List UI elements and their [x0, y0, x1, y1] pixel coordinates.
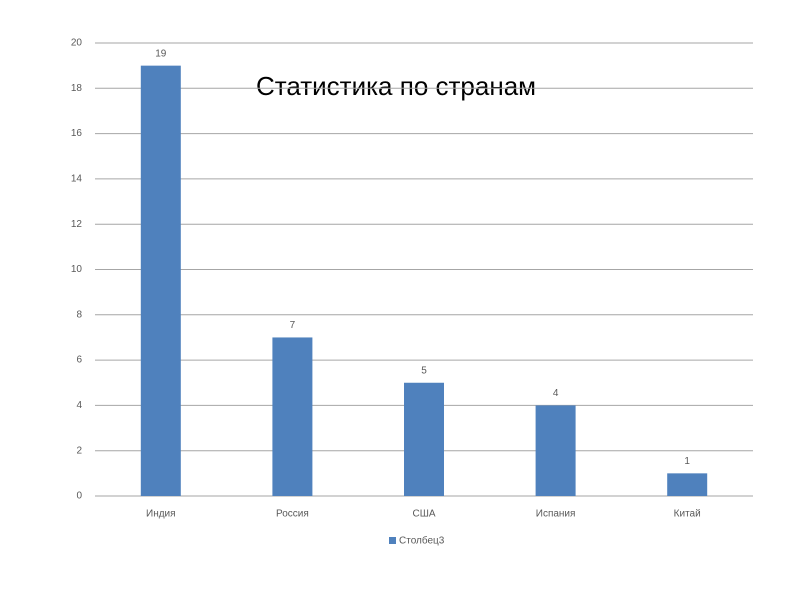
- bar: [667, 473, 708, 496]
- bar: [140, 65, 181, 497]
- chart-title: Статистика по странам: [256, 71, 536, 101]
- x-tick-label: Испания: [536, 509, 576, 520]
- legend-label: Столбец3: [399, 535, 445, 547]
- y-tick-label: 0: [76, 491, 82, 502]
- y-tick-label: 16: [71, 128, 83, 139]
- y-tick-label: 18: [71, 83, 83, 94]
- x-tick-label: Россия: [276, 509, 309, 520]
- y-tick-label: 12: [71, 219, 83, 230]
- x-tick-label: Китай: [674, 509, 701, 520]
- y-tick-label: 2: [76, 445, 82, 456]
- y-tick-label: 8: [76, 309, 82, 320]
- data-label: 5: [421, 365, 427, 376]
- data-label: 7: [290, 320, 296, 331]
- data-label: 1: [684, 456, 690, 467]
- y-tick-label: 6: [76, 355, 82, 366]
- bar: [272, 337, 313, 496]
- y-tick-label: 20: [71, 38, 83, 49]
- bar: [535, 405, 576, 496]
- y-tick-label: 4: [76, 400, 82, 411]
- legend-swatch: [389, 537, 396, 544]
- y-tick-label: 10: [71, 264, 83, 275]
- data-label: 19: [155, 48, 167, 59]
- y-tick-label: 14: [71, 174, 83, 185]
- data-label: 4: [553, 388, 559, 399]
- bar: [404, 382, 444, 496]
- x-tick-label: США: [412, 509, 435, 520]
- x-tick-label: Индия: [146, 509, 176, 520]
